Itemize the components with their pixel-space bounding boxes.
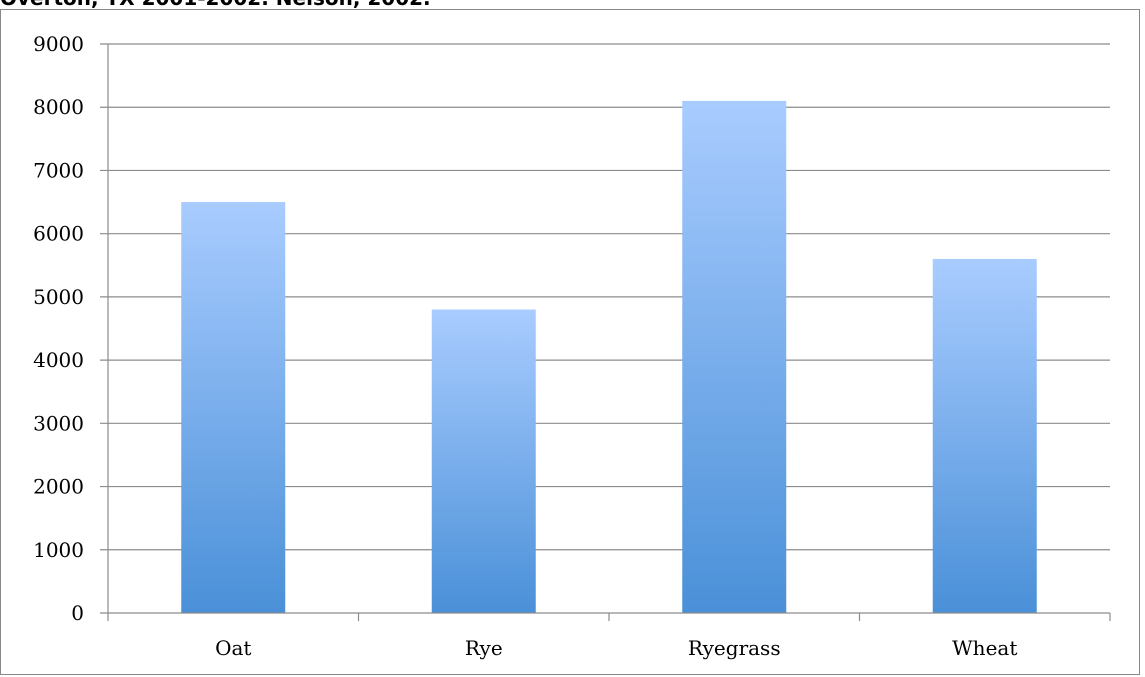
- y-tick-label: 0: [71, 601, 84, 625]
- bars: [181, 100, 1037, 614]
- x-tick-label: Rye: [465, 636, 503, 660]
- y-tick-label: 1000: [33, 538, 84, 562]
- x-tick-label: Oat: [215, 636, 251, 660]
- y-tick-label: 7000: [33, 158, 84, 182]
- y-tick-label: 3000: [33, 411, 84, 435]
- bar-rye: [431, 309, 536, 613]
- bar-ryegrass: [682, 100, 787, 613]
- chart-caption-strip: Overton, TX 2001-2002. Nelson, 2002.: [0, 0, 1145, 10]
- y-tick-label: 8000: [33, 95, 84, 119]
- y-tick-label: 9000: [33, 32, 84, 56]
- y-tick-label: 4000: [33, 348, 84, 372]
- y-tick-label: 6000: [33, 222, 84, 246]
- bar-oat: [181, 202, 286, 614]
- y-tick-label: 5000: [33, 285, 84, 309]
- y-tick-label: 2000: [33, 475, 84, 499]
- chart-frame: [0, 9, 1140, 675]
- tick-labels: 0 1000 2000 3000 4000 5000 6000 7000 8000 9000 Oat…: [33, 32, 1017, 660]
- x-tick-label: Ryegrass: [688, 636, 781, 660]
- bar-wheat: [932, 258, 1037, 613]
- x-tick-label: Wheat: [952, 636, 1017, 660]
- chart-caption: Overton, TX 2001-2002. Nelson, 2002.: [0, 0, 431, 10]
- axes: [100, 44, 1111, 621]
